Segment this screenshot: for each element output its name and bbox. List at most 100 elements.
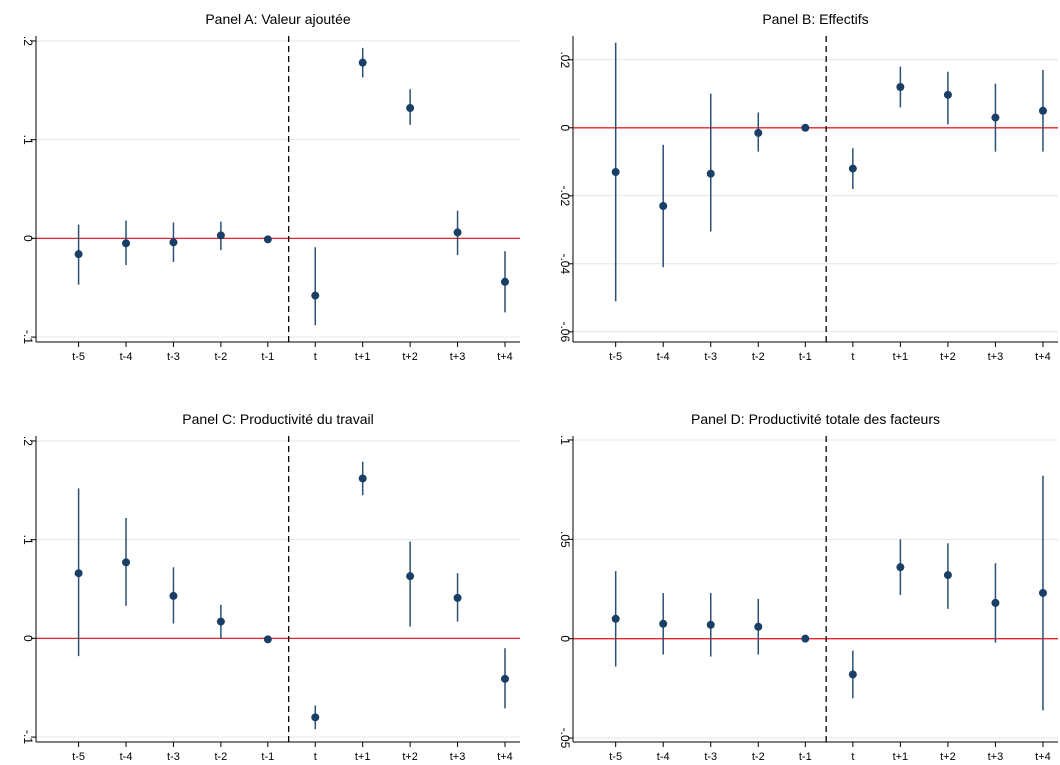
x-tick-label: t-1 [261, 351, 274, 363]
y-tick-label: .02 [558, 51, 572, 68]
y-tick-label: -.06 [558, 321, 572, 342]
x-tick-label: t+2 [402, 751, 418, 763]
x-tick-label: t [851, 751, 854, 763]
y-tick-label: .2 [21, 436, 35, 446]
data-point [706, 169, 715, 178]
y-tick-label: .1 [21, 535, 35, 545]
data-point [358, 58, 367, 67]
x-tick-label: t+4 [1035, 751, 1051, 763]
x-tick-label: t-2 [752, 351, 765, 363]
x-tick-label: t+4 [1035, 351, 1051, 363]
data-point [263, 635, 272, 644]
data-point [1038, 106, 1047, 115]
y-tick-label: .05 [558, 531, 572, 548]
panel-a: Panel A: Valeur ajoutée .2 .1 0 -.1 t-5 t-4 t-… [21, 11, 520, 363]
panel-title: Panel B: Effectifs [762, 11, 868, 27]
x-tick-label: t-2 [752, 751, 765, 763]
y-tick-label: -.1 [21, 730, 35, 744]
data-point [659, 202, 668, 210]
y-tick-label: 0 [21, 235, 35, 242]
x-tick-label: t+3 [450, 351, 466, 363]
x-tick-label: t+3 [988, 351, 1004, 363]
x-tick-label: t-4 [120, 351, 133, 363]
panel-d: Panel D: Productivité totale des facteur… [558, 411, 1058, 763]
panel-title: Panel A: Valeur ajoutée [205, 11, 351, 27]
x-tick-label: t [314, 751, 317, 763]
data-point [311, 713, 320, 722]
x-tick-label: t-4 [120, 751, 133, 763]
x-tick-label: t-1 [261, 751, 274, 763]
data-point [122, 558, 131, 567]
data-point [1038, 588, 1047, 597]
x-tick-label: t+3 [450, 751, 466, 763]
x-tick-label: t-3 [167, 351, 180, 363]
data-point [896, 563, 905, 572]
data-point [754, 622, 763, 631]
data-point [991, 598, 1000, 607]
data-point [991, 113, 1000, 122]
data-point [848, 670, 857, 679]
y-tick-label: -.05 [558, 728, 572, 749]
y-tick-label: .1 [21, 135, 35, 145]
x-tick-label: t+1 [893, 751, 909, 763]
y-tick-label: .2 [21, 36, 35, 46]
data-point [216, 231, 225, 240]
data-point [943, 90, 952, 99]
x-tick-label: t+1 [355, 351, 371, 363]
y-tick-label: 0 [558, 124, 572, 131]
data-point [754, 128, 763, 137]
x-tick-label: t+4 [497, 751, 513, 763]
data-point [453, 593, 462, 602]
x-tick-label: t+2 [940, 751, 956, 763]
data-point [801, 634, 810, 643]
x-tick-label: t-3 [704, 351, 717, 363]
x-tick-label: t-4 [657, 351, 670, 363]
data-point [74, 569, 83, 578]
data-point [406, 572, 415, 581]
data-point [659, 619, 668, 628]
data-point [500, 674, 509, 683]
data-point [122, 239, 131, 248]
x-tick-label: t-3 [704, 751, 717, 763]
data-point [263, 235, 272, 244]
x-tick-label: t-4 [657, 751, 670, 763]
x-tick-label: t-1 [799, 351, 812, 363]
x-tick-label: t [851, 351, 854, 363]
panel-title: Panel D: Productivité totale des facteur… [691, 411, 940, 427]
data-point [169, 238, 178, 247]
data-point [611, 614, 620, 623]
x-tick-label: t-5 [609, 351, 622, 363]
data-point [611, 168, 620, 176]
y-tick-label: .1 [558, 435, 572, 445]
x-tick-label: t-1 [799, 751, 812, 763]
y-tick-label: 0 [558, 635, 572, 642]
x-tick-label: t-5 [72, 751, 85, 763]
data-point [896, 83, 905, 91]
data-point [406, 104, 415, 113]
x-tick-label: t+4 [497, 351, 513, 363]
x-tick-label: t+1 [355, 751, 371, 763]
y-tick-label: -.1 [21, 330, 35, 344]
x-tick-label: t-5 [609, 751, 622, 763]
panel-title: Panel C: Productivité du travail [182, 411, 373, 427]
data-point [801, 123, 810, 132]
x-tick-label: t-2 [214, 351, 227, 363]
x-tick-label: t-3 [167, 751, 180, 763]
x-tick-label: t+3 [988, 751, 1004, 763]
data-point [311, 291, 320, 300]
data-point [169, 591, 178, 600]
y-tick-label: 0 [21, 635, 35, 642]
data-point [500, 277, 509, 286]
panel-c: Panel C: Productivité du travail .2 .1 0 -.… [21, 411, 520, 763]
data-point [74, 250, 83, 259]
data-point [358, 474, 367, 483]
data-point [848, 164, 857, 173]
data-point [216, 617, 225, 626]
y-tick-label: -.04 [558, 253, 572, 274]
x-tick-label: t+1 [893, 351, 909, 363]
panel-b: Panel B: Effectifs .02 0 -.02 -.04 -.06 t-5 t-… [558, 11, 1058, 363]
x-tick-label: t [314, 351, 317, 363]
y-tick-label: -.02 [558, 185, 572, 206]
data-point [453, 228, 462, 237]
